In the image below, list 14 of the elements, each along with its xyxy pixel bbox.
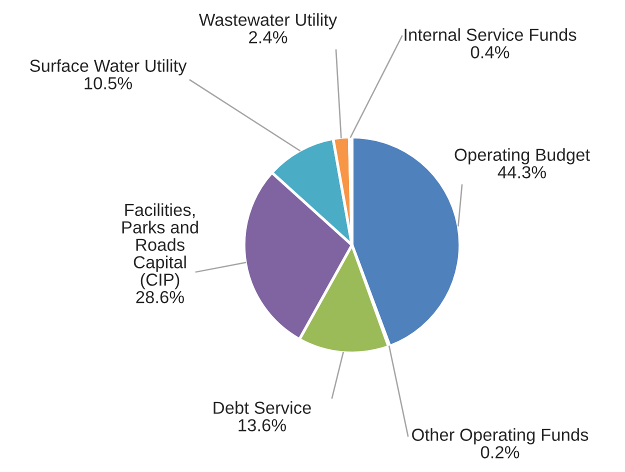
- data-label: 28.6%: [136, 290, 184, 304]
- slice-label: Surface Water Utility: [30, 59, 187, 76]
- data-label: 2.4%: [249, 31, 288, 44]
- slice-label: Operating Budget: [454, 148, 590, 164]
- data-label: 10.5%: [84, 77, 132, 90]
- data-label: 13.6%: [238, 419, 286, 432]
- slice-label: Debt Service: [214, 401, 311, 414]
- data-label: 0.4%: [470, 46, 510, 58]
- data-label: 44.3%: [498, 166, 546, 178]
- data-label: 0.2%: [480, 446, 520, 458]
- slice-label: Internal Service Funds: [404, 28, 576, 41]
- slice-label: Other Operating Funds: [412, 428, 588, 444]
- slice-label: Facilities, Parks and Roads Capital (CIP): [122, 203, 198, 290]
- slice-label: Wastewater Utility: [198, 13, 338, 30]
